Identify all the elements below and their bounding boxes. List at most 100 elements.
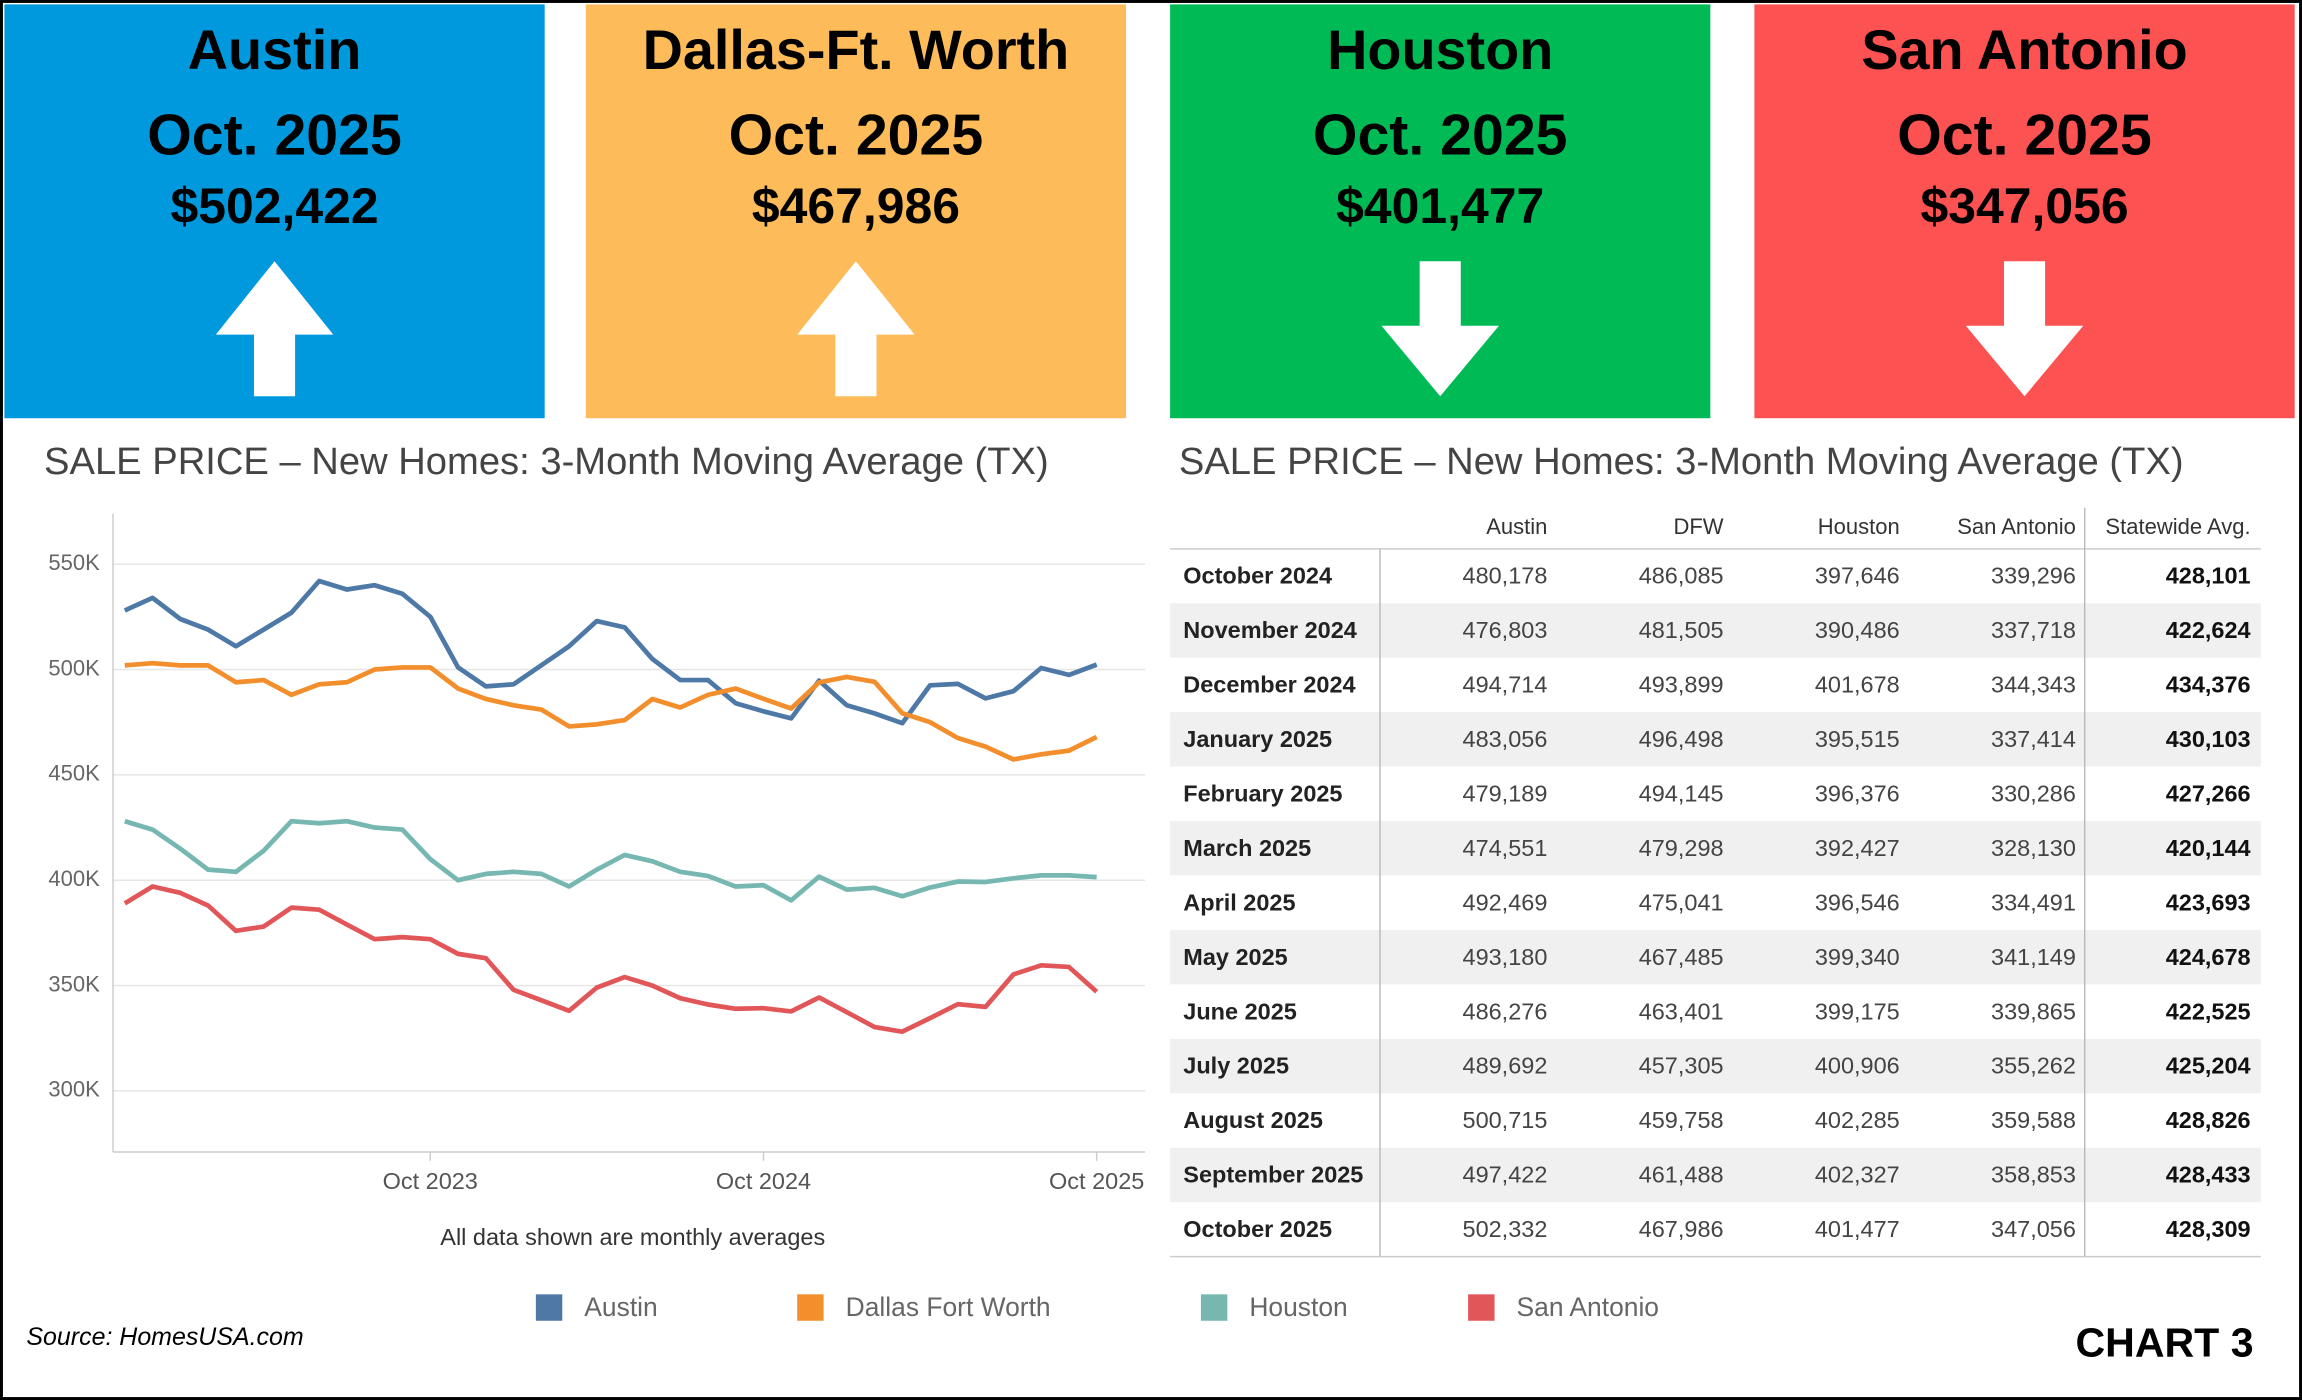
- table-cell: 396,546: [1815, 889, 1900, 915]
- table-cell: 486,276: [1463, 998, 1548, 1024]
- trend-arrow: [1381, 261, 1499, 397]
- table-cell: 483,056: [1463, 726, 1548, 752]
- table-cell: 480,178: [1463, 563, 1548, 589]
- row-band: [1170, 603, 2261, 658]
- table-cell: 395,515: [1815, 726, 1900, 752]
- row-band: [1170, 1038, 2261, 1094]
- table-cell: 355,262: [1991, 1053, 2076, 1079]
- kpi-value: $347,056: [1920, 178, 2128, 234]
- table-cell: 402,285: [1815, 1107, 1900, 1133]
- table-cell: 399,175: [1815, 998, 1900, 1024]
- table-cell: 428,309: [2166, 1216, 2251, 1242]
- kpi-value: $401,477: [1336, 178, 1544, 234]
- table-cell: 334,491: [1991, 889, 2076, 915]
- table-cell: 476,803: [1463, 617, 1548, 643]
- table-header: Houston: [1818, 514, 1900, 539]
- table-header: Austin: [1486, 514, 1547, 539]
- row-label: October 2025: [1183, 1216, 1332, 1242]
- kpi-title: San Antonio: [1861, 19, 2187, 81]
- table-cell: 400,906: [1815, 1053, 1900, 1079]
- table-cell: 399,340: [1815, 944, 1900, 970]
- table-cell: 461,488: [1639, 1162, 1724, 1188]
- table-cell: 459,758: [1639, 1107, 1724, 1133]
- table-cell: 502,332: [1463, 1216, 1548, 1242]
- table-cell: 339,865: [1991, 998, 2076, 1024]
- table-cell: 344,343: [1991, 672, 2076, 698]
- row-label: October 2024: [1183, 563, 1332, 589]
- line-series: [124, 818, 1097, 903]
- row-label: December 2024: [1183, 672, 1355, 698]
- table-cell: 328,130: [1991, 835, 2076, 861]
- table-cell: 428,433: [2166, 1162, 2251, 1188]
- table-cell: 428,101: [2166, 563, 2251, 589]
- table-cell: 493,899: [1639, 672, 1724, 698]
- kpi-value: $502,422: [170, 178, 378, 234]
- y-tick-label: 550K: [48, 550, 100, 575]
- line-series: [123, 884, 1099, 1035]
- trend-arrow: [215, 261, 334, 397]
- table-cell: 467,485: [1639, 944, 1724, 970]
- kpi-period: Oct. 2025: [147, 104, 402, 168]
- chart-title: SALE PRICE – New Homes: 3-Month Moving A…: [44, 440, 1049, 483]
- table-cell: 494,714: [1463, 672, 1548, 698]
- table-cell: 422,624: [2166, 617, 2251, 643]
- table-cell: 422,525: [2166, 998, 2251, 1024]
- table-cell: 347,056: [1991, 1216, 2076, 1242]
- row-label: November 2024: [1183, 617, 1357, 643]
- row-band: [1170, 821, 2261, 876]
- legend-label: Houston: [1249, 1292, 1347, 1322]
- line-series: [124, 660, 1098, 762]
- table-cell: 341,149: [1991, 944, 2076, 970]
- kpi-period: Oct. 2025: [729, 104, 984, 168]
- table-cell: 486,085: [1639, 563, 1724, 589]
- table-cell: 390,486: [1815, 617, 1900, 643]
- y-tick-label: 300K: [48, 1077, 100, 1102]
- table-cell: 424,678: [2166, 944, 2251, 970]
- table-cell: 492,469: [1463, 889, 1548, 915]
- table-cell: 359,588: [1991, 1107, 2076, 1133]
- row-label: March 2025: [1183, 835, 1311, 861]
- table-cell: 358,853: [1991, 1162, 2076, 1188]
- table-cell: 337,718: [1991, 617, 2076, 643]
- table-cell: 474,551: [1463, 835, 1548, 861]
- table-header: DFW: [1673, 514, 1723, 539]
- table-cell: 339,296: [1991, 563, 2076, 589]
- table-cell: 481,505: [1639, 617, 1724, 643]
- table-cell: 423,693: [2166, 889, 2251, 915]
- table-cell: 396,376: [1815, 781, 1900, 807]
- source: Source: HomesUSA.com: [26, 1323, 303, 1351]
- y-tick-label: 500K: [48, 655, 100, 680]
- table-cell: 401,477: [1815, 1216, 1900, 1242]
- row-label: February 2025: [1183, 781, 1342, 807]
- x-tick-label: Oct 2025: [1049, 1168, 1144, 1194]
- table-cell: 330,286: [1991, 781, 2076, 807]
- legend-swatch: [535, 1294, 563, 1321]
- legend-swatch: [797, 1294, 824, 1321]
- x-tick-label: Oct 2024: [716, 1168, 811, 1194]
- table-cell: 496,498: [1639, 726, 1724, 752]
- table-cell: 467,986: [1639, 1216, 1724, 1242]
- legend-swatch: [1468, 1294, 1495, 1321]
- table-cell: 500,715: [1463, 1107, 1548, 1133]
- trend-arrow: [797, 261, 915, 397]
- y-tick-label: 450K: [48, 761, 100, 786]
- kpi-title: Dallas-Ft. Worth: [643, 19, 1070, 81]
- table-cell: 494,145: [1639, 781, 1724, 807]
- legend-swatch: [1200, 1294, 1228, 1321]
- row-label: January 2025: [1183, 726, 1332, 752]
- table-cell: 434,376: [2166, 672, 2251, 698]
- legend-label: Dallas Fort Worth: [846, 1292, 1051, 1322]
- row-label: July 2025: [1183, 1053, 1289, 1079]
- table-cell: 475,041: [1639, 889, 1724, 915]
- table-cell: 425,204: [2166, 1053, 2251, 1079]
- row-band: [1170, 712, 2261, 767]
- kpi-title: Houston: [1327, 19, 1553, 81]
- y-tick-label: 400K: [48, 866, 100, 891]
- table-cell: 337,414: [1991, 726, 2076, 752]
- kpi-value: $467,986: [752, 178, 960, 234]
- row-label: June 2025: [1183, 998, 1297, 1024]
- legend-label: Austin: [584, 1292, 657, 1322]
- row-band: [1170, 929, 2261, 985]
